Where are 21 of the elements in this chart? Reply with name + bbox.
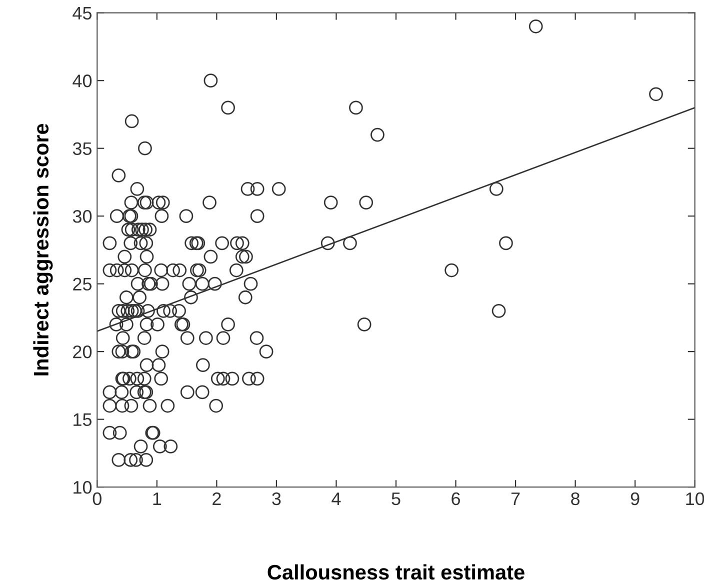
- x-tick-label: 8: [571, 492, 580, 506]
- x-tick-label: 7: [511, 492, 520, 505]
- x-tick-label: 6: [452, 492, 460, 506]
- y-tick-label: 45: [72, 6, 92, 20]
- y-tick-label: 35: [72, 142, 92, 156]
- y-tick-label: 40: [72, 74, 92, 88]
- x-tick-label: 2: [212, 492, 221, 505]
- y-axis-title: Indirect aggression score: [33, 124, 53, 376]
- x-tick-label: 0: [92, 492, 102, 506]
- x-axis-title: Callousness trait estimate: [268, 564, 524, 580]
- y-tick-label: 10: [74, 480, 92, 494]
- x-tick-label: 3: [272, 492, 281, 506]
- y-tick-label: 20: [73, 346, 92, 358]
- y-tick-label: 25: [73, 278, 92, 291]
- x-tick-label: 1: [153, 492, 162, 505]
- x-tick-label: 10: [686, 492, 704, 506]
- x-tick-label: 4: [332, 492, 341, 505]
- y-tick-label: 30: [72, 210, 92, 223]
- x-tick-label: 5: [392, 492, 400, 506]
- y-tick-label: 15: [74, 413, 92, 426]
- x-tick-label: 9: [630, 492, 640, 506]
